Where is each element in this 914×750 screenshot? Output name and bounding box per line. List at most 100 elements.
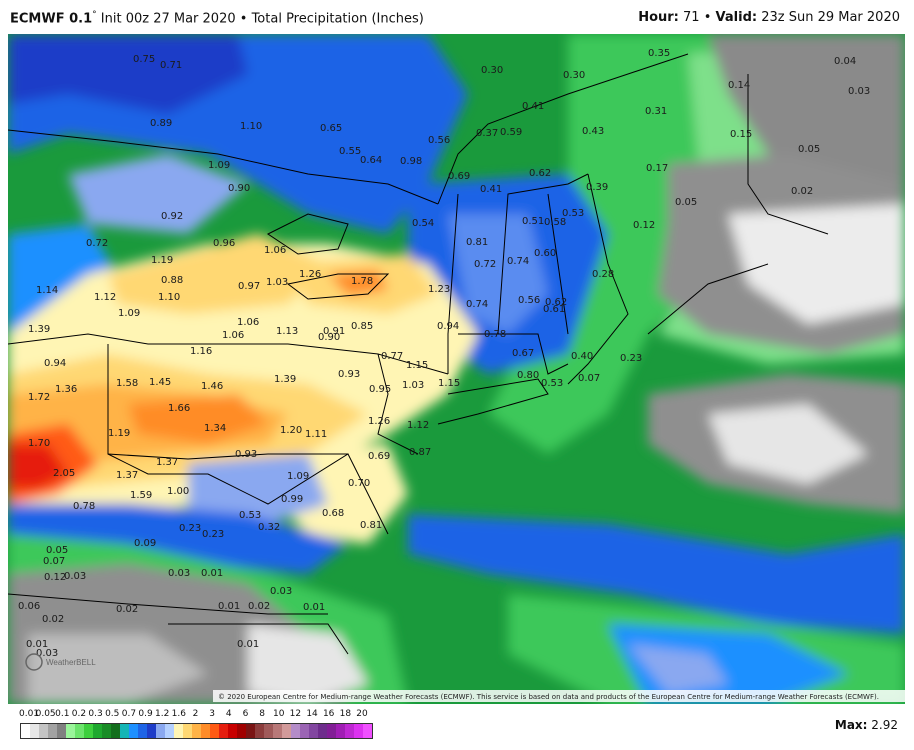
- value-label: 0.41: [480, 184, 502, 195]
- value-label: 0.54: [412, 218, 434, 229]
- value-label: 0.72: [86, 238, 108, 249]
- value-label: 0.12: [633, 220, 655, 231]
- value-label: 0.53: [541, 378, 563, 389]
- legend-swatch: [156, 724, 165, 738]
- legend-swatch: [309, 724, 318, 738]
- value-label: 1.37: [156, 457, 178, 468]
- value-label: 1.19: [108, 428, 130, 439]
- legend-swatch: [93, 724, 102, 738]
- legend-label: 18: [339, 709, 352, 719]
- model-name: ECMWF 0.1: [10, 11, 93, 27]
- value-label: 0.60: [534, 248, 556, 259]
- value-label: 1.26: [299, 269, 321, 280]
- legend-swatch: [21, 724, 30, 738]
- value-label: 0.81: [466, 237, 488, 248]
- value-label: 0.78: [73, 501, 95, 512]
- init-time: Init 00z 27 Mar 2020: [100, 11, 236, 27]
- legend-swatch: [237, 724, 246, 738]
- max-value: 2.92: [871, 718, 898, 732]
- legend-swatch: [354, 724, 363, 738]
- legend-label: 1.6: [171, 709, 187, 719]
- value-label: 0.17: [646, 163, 668, 174]
- legend-swatch: [201, 724, 210, 738]
- value-label: 0.03: [848, 86, 870, 97]
- legend-label: 0.5: [105, 709, 120, 719]
- legend-label: 0.05: [35, 709, 56, 719]
- value-label: 0.23: [202, 529, 224, 540]
- value-label: 1.10: [158, 292, 180, 303]
- value-label: 0.72: [474, 259, 496, 270]
- map-canvas: 0.75 0.71 0.89 1.10 0.65 0.56 0.30 0.30 0.35 0.04…: [8, 34, 905, 704]
- value-label: 1.39: [274, 374, 296, 385]
- value-label: 1.39: [28, 324, 50, 335]
- value-label: 0.81: [360, 520, 382, 531]
- legend-swatch: [183, 724, 192, 738]
- value-label: 0.02: [42, 614, 64, 625]
- value-label: 1.03: [402, 380, 424, 391]
- value-label: 1.36: [55, 384, 77, 395]
- value-labels: 0.75 0.71 0.89 1.10 0.65 0.56 0.30 0.30 0.35 0.04…: [18, 48, 870, 659]
- value-label: 1.09: [287, 471, 309, 482]
- value-label: 0.14: [728, 80, 750, 91]
- value-label: 0.78: [484, 329, 506, 340]
- value-label: 1.03: [266, 277, 288, 288]
- value-label: 0.69: [368, 451, 390, 462]
- max-label-text: Max:: [834, 718, 868, 732]
- value-label: 0.01: [201, 568, 223, 579]
- value-label: 1.16: [190, 346, 212, 357]
- value-label: 0.59: [500, 127, 522, 138]
- value-label: 1.26: [368, 416, 390, 427]
- legend-label: 1.2: [155, 709, 170, 719]
- value-label: 0.03: [64, 571, 86, 582]
- value-label: 1.23: [428, 284, 450, 295]
- value-label: 1.59: [130, 490, 152, 501]
- value-label: 0.01: [218, 601, 240, 612]
- value-label: 1.15: [438, 378, 460, 389]
- legend-swatch: [120, 724, 129, 738]
- chart-title: ECMWF 0.1° Init 00z 27 Mar 2020 • Total …: [10, 10, 424, 26]
- value-label: 0.71: [160, 60, 182, 71]
- value-label: 0.93: [338, 369, 360, 380]
- value-label: 0.09: [134, 538, 156, 549]
- value-label: 0.51: [522, 216, 544, 227]
- value-label: 0.28: [592, 269, 614, 280]
- value-label: 0.32: [258, 522, 280, 533]
- value-label: 0.96: [213, 238, 235, 249]
- copyright-background: [213, 690, 905, 702]
- legend-swatch: [192, 724, 201, 738]
- hour-value: 71: [683, 10, 700, 25]
- legend-swatch: [138, 724, 147, 738]
- legend-swatch: [84, 724, 93, 738]
- watermark-text: WeatherBELL: [46, 658, 96, 667]
- value-label: 0.01: [237, 639, 259, 650]
- value-label: 2.05: [53, 468, 75, 479]
- legend-label: 14: [306, 709, 318, 719]
- value-label: 0.85: [351, 321, 373, 332]
- value-label: 1.00: [167, 486, 189, 497]
- hour-label: Hour:: [638, 10, 679, 25]
- value-label: 0.31: [645, 106, 667, 117]
- value-label: 0.65: [320, 123, 342, 134]
- value-label: 0.06: [18, 601, 40, 612]
- value-label: 1.06: [264, 245, 286, 256]
- legend-swatch: [273, 724, 282, 738]
- legend-swatch: [327, 724, 336, 738]
- value-label: 0.30: [481, 65, 503, 76]
- value-label: 1.46: [201, 381, 223, 392]
- separator: •: [239, 11, 248, 27]
- legend-swatch: [48, 724, 57, 738]
- legend-swatch: [66, 724, 75, 738]
- value-label: 0.58: [544, 217, 566, 228]
- valid-value: 23z Sun 29 Mar 2020: [761, 10, 900, 25]
- value-label: 0.62: [545, 297, 567, 308]
- degree-mark: °: [92, 10, 97, 20]
- value-label: 1.11: [305, 429, 327, 440]
- value-label: 0.56: [428, 135, 450, 146]
- value-label: 0.77: [381, 351, 403, 362]
- value-label: 0.02: [116, 604, 138, 615]
- value-label: 1.06: [237, 317, 259, 328]
- header: ECMWF 0.1° Init 00z 27 Mar 2020 • Total …: [0, 0, 914, 34]
- value-label: 0.91: [323, 326, 345, 337]
- value-label: 1.45: [149, 377, 171, 388]
- value-label: 0.37: [476, 128, 498, 139]
